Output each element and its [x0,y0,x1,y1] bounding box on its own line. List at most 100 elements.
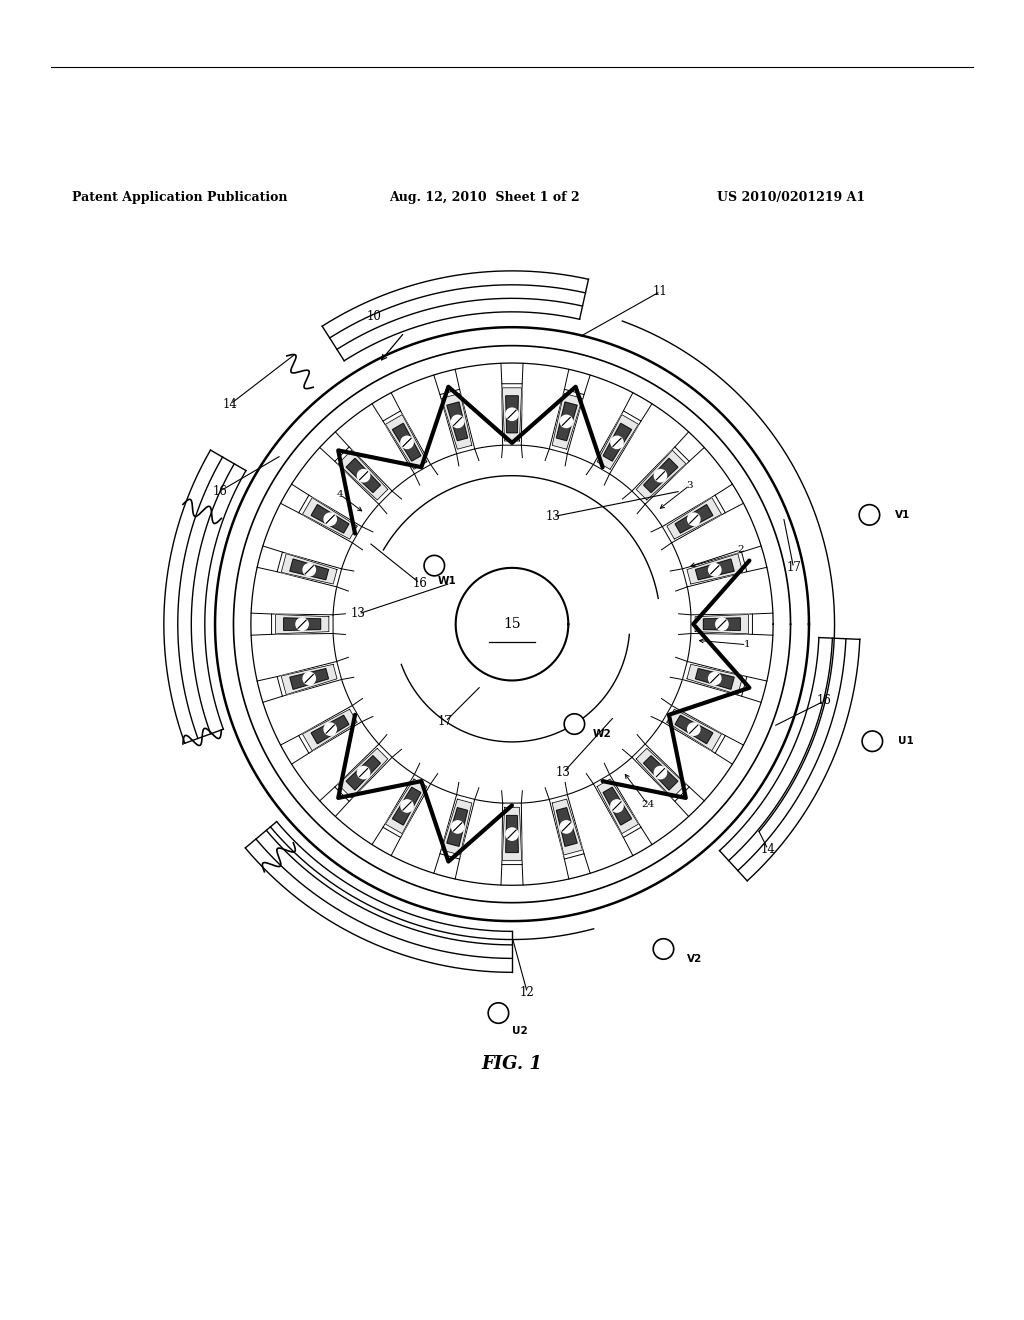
Polygon shape [302,709,357,751]
Text: Patent Application Publication: Patent Application Publication [72,191,287,205]
Text: 12: 12 [520,986,535,999]
Text: 3: 3 [686,480,693,490]
Circle shape [610,800,623,812]
Circle shape [709,564,721,576]
Circle shape [716,618,728,631]
Text: 1: 1 [743,640,750,649]
Circle shape [303,564,315,576]
Polygon shape [392,787,421,825]
Polygon shape [346,756,380,789]
Circle shape [400,800,413,812]
Polygon shape [682,661,746,696]
Polygon shape [556,403,578,441]
Polygon shape [552,799,583,855]
Polygon shape [278,661,342,696]
Polygon shape [290,560,329,579]
Circle shape [452,821,464,833]
Polygon shape [506,816,518,853]
Polygon shape [632,744,689,801]
Text: 10: 10 [367,310,381,323]
Polygon shape [311,715,349,743]
Circle shape [611,436,624,449]
Text: 11: 11 [653,285,668,298]
Polygon shape [282,664,337,694]
Polygon shape [278,552,342,587]
Polygon shape [383,411,431,474]
Polygon shape [632,447,689,504]
Polygon shape [695,615,749,634]
Circle shape [357,767,370,779]
Text: 24: 24 [641,800,654,809]
Polygon shape [441,393,472,449]
Circle shape [303,672,315,685]
Circle shape [688,723,700,735]
Polygon shape [603,787,632,825]
Polygon shape [506,396,518,433]
Polygon shape [446,808,468,846]
Text: 13: 13 [351,607,366,620]
Text: 16: 16 [213,484,227,498]
Polygon shape [440,389,475,454]
Circle shape [560,821,572,833]
Polygon shape [636,450,686,500]
Text: 4: 4 [337,490,344,499]
Polygon shape [311,504,349,533]
Polygon shape [703,618,740,631]
Circle shape [653,939,674,960]
Polygon shape [338,450,388,500]
Circle shape [859,504,880,525]
Circle shape [324,513,336,525]
Polygon shape [695,560,734,579]
Polygon shape [440,795,475,859]
Text: 15: 15 [503,618,521,631]
Text: 16: 16 [817,694,831,708]
Polygon shape [275,615,329,634]
Polygon shape [675,504,713,533]
Polygon shape [549,795,584,859]
Polygon shape [502,803,522,865]
Polygon shape [284,618,321,631]
Circle shape [654,767,667,779]
Polygon shape [667,709,722,751]
Text: U2: U2 [512,1027,527,1036]
Circle shape [324,723,336,735]
Polygon shape [385,414,427,470]
Polygon shape [687,553,742,583]
Polygon shape [603,424,632,461]
Text: U1: U1 [898,737,913,746]
Polygon shape [675,715,713,743]
Polygon shape [383,775,431,837]
Polygon shape [663,705,725,754]
Polygon shape [299,495,361,543]
Text: 13: 13 [556,766,570,779]
Polygon shape [687,664,742,694]
Polygon shape [338,748,388,799]
Circle shape [506,408,518,420]
Polygon shape [282,553,337,583]
Polygon shape [290,669,329,689]
Polygon shape [593,775,641,837]
Circle shape [296,618,308,631]
Polygon shape [335,447,392,504]
Text: FIG. 1: FIG. 1 [481,1056,543,1073]
Polygon shape [695,669,734,689]
Circle shape [564,714,585,734]
Polygon shape [503,808,521,861]
Text: 14: 14 [761,843,775,855]
Polygon shape [593,411,641,474]
Polygon shape [667,498,722,539]
Circle shape [424,556,444,576]
Polygon shape [691,614,753,635]
Polygon shape [441,799,472,855]
Polygon shape [502,384,522,445]
Polygon shape [335,744,392,801]
Polygon shape [446,403,468,441]
Polygon shape [663,495,725,543]
Polygon shape [346,458,380,492]
Circle shape [506,828,518,841]
Text: V1: V1 [895,510,910,520]
Text: 17: 17 [438,715,453,727]
Polygon shape [552,393,583,449]
Text: 13: 13 [546,510,560,523]
Polygon shape [597,779,639,834]
